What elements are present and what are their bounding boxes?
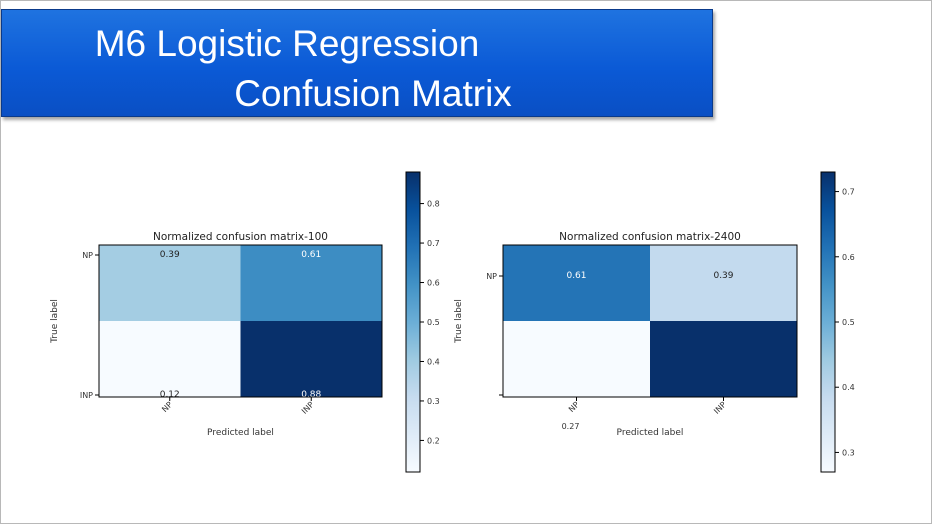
stray-value-label: 0.27 [562,422,580,431]
colorbar-tick-label: 0.6 [427,279,440,288]
slide-title-line1: M6 Logistic Regression [94,23,480,64]
y-axis-label: True label [454,299,464,344]
axes-frame [502,244,798,398]
axes-frame [98,244,383,398]
colorbar-tick-label: 0.4 [842,383,855,392]
heatmap-cell [99,245,241,321]
colorbar-tick-label: 0.8 [427,200,440,209]
cell-value-label: 0.39 [713,271,733,281]
heatmap-cell [650,321,797,397]
x-tick-label: NP [567,400,581,414]
colorbar-tick-label: 0.3 [427,397,440,406]
heatmap-cell [99,321,241,397]
cell-value-label: 0.39 [160,250,180,260]
cell-value-label: 0.88 [301,390,321,400]
x-tick-label: INP [712,400,728,416]
colorbar-tick-label: 0.5 [427,318,440,327]
colorbar-tick-label: 0.3 [842,448,855,457]
cell-value-label: 0.61 [566,271,586,281]
y-axis-label: True label [50,299,60,344]
heatmap-cell [240,321,382,397]
heatmap-cell [503,245,650,321]
chart-title: Normalized confusion matrix-2400 [559,231,741,243]
heatmap-cell [240,245,382,321]
chart-title: Normalized confusion matrix-100 [153,231,328,243]
colorbar-tick-label: 0.2 [427,436,440,445]
y-tick-label: NP [82,251,93,260]
colorbar [820,171,836,473]
colorbar-tick-label: 0.7 [427,239,440,248]
colorbar-tick-label: 0.5 [842,318,855,327]
colorbar [405,171,421,473]
x-tick-label: NP [160,400,174,414]
cell-value-label: 0.12 [160,390,180,400]
x-axis-label: Predicted label [617,428,684,438]
colorbar-tick-label: 0.6 [842,253,855,262]
cell-value-label: 0.61 [301,250,321,260]
heatmap-cell [503,321,650,397]
y-tick-label: INP [80,391,93,400]
y-tick-label: NP [486,272,497,281]
colorbar-tick-label: 0.4 [427,357,440,366]
slide-title-line2: Confusion Matrix [234,73,512,114]
colorbar-tick-label: 0.7 [842,188,855,197]
heatmap-cell [650,245,797,321]
title-banner: M6 Logistic Regression Confusion Matrix [1,9,713,117]
x-axis-label: Predicted label [207,428,274,438]
x-tick-label: INP [300,400,316,416]
